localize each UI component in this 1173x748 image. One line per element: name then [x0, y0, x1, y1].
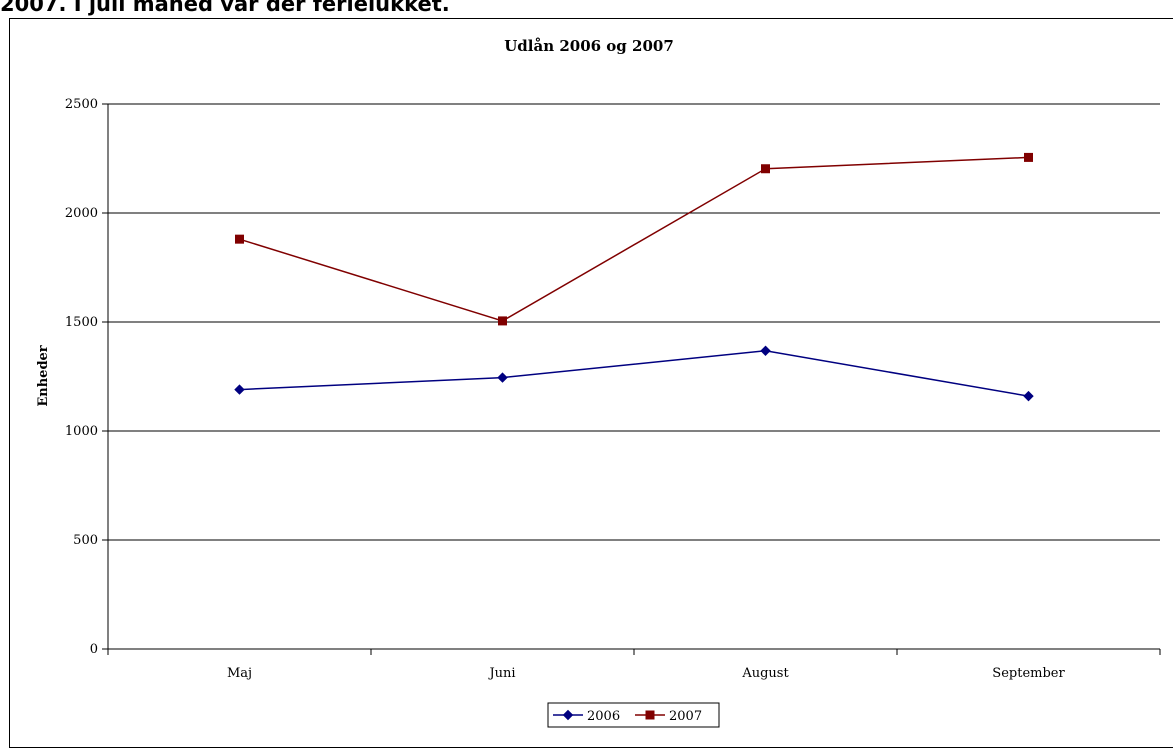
series-2007	[235, 152, 1033, 326]
x-tick-label: Juni	[487, 666, 515, 681]
data-point-2006	[1023, 390, 1034, 402]
legend-marker	[645, 710, 655, 720]
legend-label: 2007	[669, 709, 702, 724]
y-tick-label: 1000	[65, 424, 98, 439]
line-chart: 0 500 1000 1500 2000 2500 Maj Juni August Septem…	[36, 37, 1161, 728]
axes	[102, 103, 1161, 655]
series-lines	[234, 152, 1034, 402]
chart-title: Udlån 2006 og 2007	[504, 37, 674, 55]
document-heading: 2007. I juli måned var der ferielukket.	[0, 0, 450, 16]
legend-item-2006: 2006	[553, 709, 620, 724]
data-point-2007	[1024, 152, 1033, 162]
legend-item-2007: 2007	[635, 709, 702, 724]
y-tick-label: 0	[90, 642, 98, 657]
y-tick-label: 2000	[65, 206, 98, 221]
series-2006	[234, 345, 1034, 402]
data-point-2007	[235, 234, 244, 244]
grid-lines	[108, 103, 1160, 541]
series-line-2006	[239, 350, 1029, 397]
y-tick-label: 1500	[65, 315, 98, 330]
data-point-2007	[498, 316, 507, 326]
y-tick-label: 2500	[65, 97, 98, 112]
legend: 2006 2007	[547, 702, 720, 728]
legend-marker	[562, 709, 574, 721]
y-tick-label: 500	[73, 533, 98, 548]
x-tick-labels: Maj Juni August September	[227, 666, 1066, 681]
y-tick-labels: 0 500 1000 1500 2000 2500	[65, 97, 98, 657]
data-point-2006	[497, 372, 508, 383]
legend-label: 2006	[587, 709, 620, 724]
x-tick-label: September	[992, 666, 1065, 681]
x-tick-label: Maj	[227, 666, 252, 681]
y-axis-label: Enheder	[36, 345, 51, 406]
data-point-2006	[760, 345, 771, 356]
x-tick-label: August	[741, 666, 789, 681]
data-point-2006	[234, 384, 245, 395]
series-line-2007	[239, 156, 1029, 322]
data-point-2007	[761, 164, 770, 174]
